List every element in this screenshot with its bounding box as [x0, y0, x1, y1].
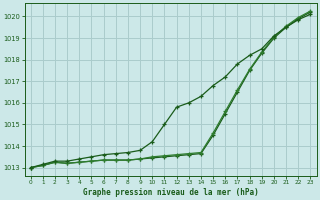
X-axis label: Graphe pression niveau de la mer (hPa): Graphe pression niveau de la mer (hPa)	[83, 188, 258, 197]
